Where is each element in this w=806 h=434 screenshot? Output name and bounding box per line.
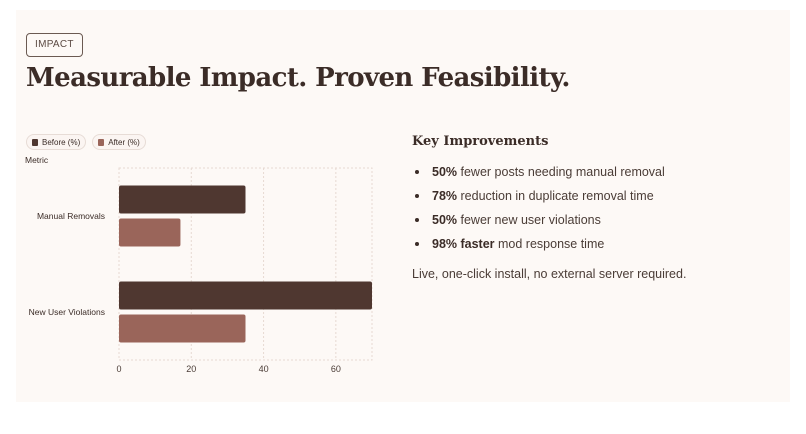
x-tick-label: 20 [186, 364, 196, 374]
improvement-highlight: 50% [432, 213, 458, 227]
improvements-title: Key Improvements [412, 134, 549, 149]
legend-swatch-before [32, 138, 38, 146]
bar-before [119, 281, 372, 310]
improvement-text: fewer posts needing manual removal [457, 165, 665, 179]
bar-after [119, 218, 181, 247]
footnote: Live, one-click install, no external ser… [412, 267, 687, 281]
key-improvements: Key Improvements 50% fewer posts needing… [412, 134, 782, 281]
improvement-item: 50% fewer new user violations [412, 211, 782, 235]
improvement-highlight: 78% [432, 189, 458, 203]
impact-chart: Before (%) After (%) Metric 0 20 40 60 Manua… [16, 10, 396, 402]
chart-plot: 0 20 40 60 Manual Removals New User Violation… [29, 167, 373, 374]
legend-label-after: After (%) [108, 137, 140, 147]
x-tick-label: 40 [259, 364, 269, 374]
y-axis-label: Metric [25, 155, 49, 165]
legend-item-after[interactable]: After (%) [92, 134, 146, 150]
improvement-highlight: 98% faster [432, 237, 495, 251]
improvement-item: 98% faster mod response time [412, 235, 782, 259]
x-tick-label: 60 [331, 364, 341, 374]
legend-label-before: Before (%) [42, 137, 81, 147]
bar-after [119, 314, 246, 343]
chart-legend: Before (%) After (%) [26, 134, 146, 150]
legend-swatch-after [98, 138, 105, 146]
plot-frame [118, 167, 373, 361]
improvement-text: mod response time [494, 237, 605, 251]
improvement-item: 78% reduction in duplicate removal time [412, 187, 782, 211]
improvement-text: fewer new user violations [457, 213, 601, 227]
bar-before [119, 185, 246, 214]
impact-slide: IMPACT Measurable Impact. Proven Feasibi… [16, 10, 790, 402]
y-tick-label: New User Violations [29, 307, 105, 317]
improvement-text: reduction in duplicate removal time [457, 189, 654, 203]
improvement-item: 50% fewer posts needing manual removal [412, 163, 782, 187]
x-tick-label: 0 [116, 364, 121, 374]
slide-title: Measurable Impact. Proven Feasibility. [26, 63, 570, 93]
legend-item-before[interactable]: Before (%) [26, 134, 87, 150]
improvements-list: 50% fewer posts needing manual removal 7… [412, 163, 782, 259]
section-tag: IMPACT [26, 33, 83, 57]
improvement-highlight: 50% [432, 165, 458, 179]
y-tick-label: Manual Removals [37, 211, 105, 221]
